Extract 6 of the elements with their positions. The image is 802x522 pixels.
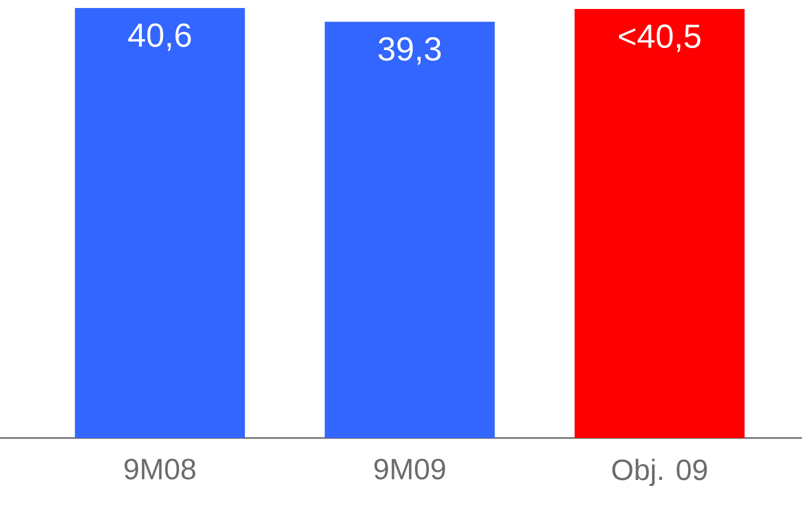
x-tick-label: 9M08	[124, 458, 196, 480]
data-label: 40,6	[128, 23, 191, 51]
x-tick-label: Obj. 09	[612, 458, 707, 486]
data-label: 39,3	[378, 37, 441, 65]
x-tick-label: 9M09	[374, 458, 446, 480]
data-label: <40,5	[619, 24, 700, 52]
